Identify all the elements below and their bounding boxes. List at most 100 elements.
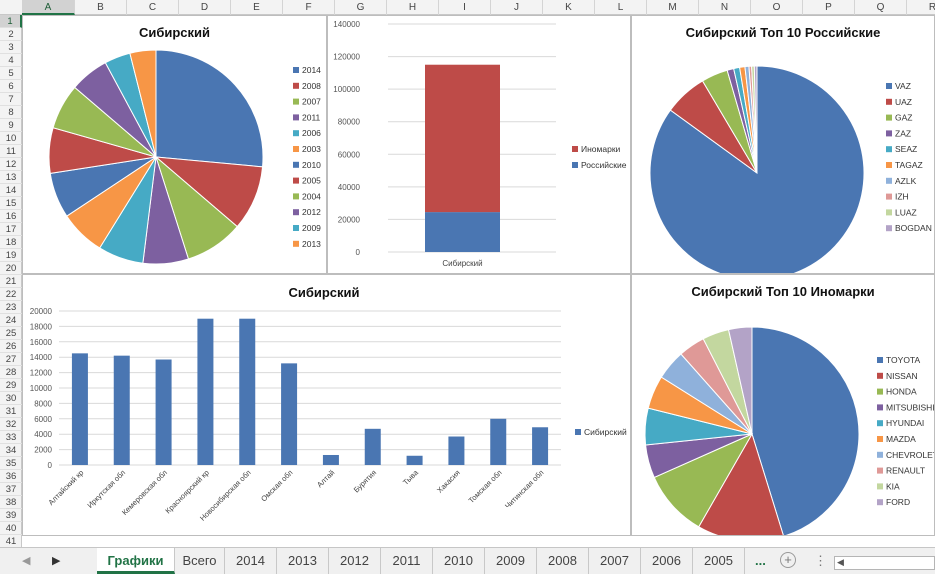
column-header-E[interactable]: E bbox=[231, 0, 283, 15]
row-header-3[interactable]: 3 bbox=[0, 41, 22, 54]
chart-bar-regions[interactable]: Сибирский 0 2000 4000 6000 8000 10000 12000 1400… bbox=[22, 274, 631, 536]
column-header-N[interactable]: N bbox=[699, 0, 751, 15]
row-header-40[interactable]: 40 bbox=[0, 522, 22, 535]
row-header-38[interactable]: 38 bbox=[0, 496, 22, 509]
row-header-30[interactable]: 30 bbox=[0, 392, 22, 405]
column-header-Q[interactable]: Q bbox=[855, 0, 907, 15]
row-header-5[interactable]: 5 bbox=[0, 67, 22, 80]
column-header-L[interactable]: L bbox=[595, 0, 647, 15]
column-header-B[interactable]: B bbox=[75, 0, 127, 15]
row-header-37[interactable]: 37 bbox=[0, 483, 22, 496]
y-tick-label: 120000 bbox=[333, 53, 360, 62]
column-header-R[interactable]: R bbox=[907, 0, 935, 15]
pie-slice-VAZ bbox=[649, 65, 865, 273]
legend-swatch bbox=[877, 467, 883, 474]
row-header-7[interactable]: 7 bbox=[0, 93, 22, 106]
column-header-O[interactable]: O bbox=[751, 0, 803, 15]
row-header-15[interactable]: 15 bbox=[0, 197, 22, 210]
row-header-32[interactable]: 32 bbox=[0, 418, 22, 431]
sheet-tab-4[interactable]: 2012 bbox=[329, 548, 381, 574]
sheet-tab-11[interactable]: 2005 bbox=[693, 548, 745, 574]
row-header-6[interactable]: 6 bbox=[0, 80, 22, 93]
row-header-4[interactable]: 4 bbox=[0, 54, 22, 67]
more-options-icon[interactable]: ⋮ bbox=[814, 553, 827, 568]
legend-swatch bbox=[293, 177, 299, 184]
row-header-2[interactable]: 2 bbox=[0, 28, 22, 41]
column-header-D[interactable]: D bbox=[179, 0, 231, 15]
row-header-29[interactable]: 29 bbox=[0, 379, 22, 392]
row-header-17[interactable]: 17 bbox=[0, 223, 22, 236]
add-sheet-button[interactable]: + bbox=[780, 552, 796, 568]
sheet-tab-5[interactable]: 2011 bbox=[381, 548, 433, 574]
sheet-tab-9[interactable]: 2007 bbox=[589, 548, 641, 574]
row-header-16[interactable]: 16 bbox=[0, 210, 22, 223]
row-header-24[interactable]: 24 bbox=[0, 314, 22, 327]
row-header-23[interactable]: 23 bbox=[0, 301, 22, 314]
row-header-9[interactable]: 9 bbox=[0, 119, 22, 132]
chart-pie-years[interactable]: Сибирский 2014 2008 2007 2011 2006 2003 2010 200… bbox=[22, 15, 327, 274]
row-header-10[interactable]: 10 bbox=[0, 132, 22, 145]
row-header-11[interactable]: 11 bbox=[0, 145, 22, 158]
sheet-tab-7[interactable]: 2009 bbox=[485, 548, 537, 574]
column-header-C[interactable]: C bbox=[127, 0, 179, 15]
legend-swatch bbox=[293, 225, 299, 231]
legend-label: Сибирский bbox=[584, 427, 627, 437]
sheet-tab-8[interactable]: 2008 bbox=[537, 548, 589, 574]
row-header-39[interactable]: 39 bbox=[0, 509, 22, 522]
sheet-tab-6[interactable]: 2010 bbox=[433, 548, 485, 574]
row-header-20[interactable]: 20 bbox=[0, 262, 22, 275]
tab-scroll-left-icon[interactable]: ◀ bbox=[22, 555, 31, 567]
column-header-J[interactable]: J bbox=[491, 0, 543, 15]
row-header-26[interactable]: 26 bbox=[0, 340, 22, 353]
legend-label: 2006 bbox=[302, 128, 321, 138]
row-header-35[interactable]: 35 bbox=[0, 457, 22, 470]
chart-pie-foreign-top10[interactable]: Сибирский Топ 10 Иномарки TOYOTA NISSAN HON… bbox=[631, 274, 935, 536]
sheet-tab-10[interactable]: 2006 bbox=[641, 548, 693, 574]
row-header-14[interactable]: 14 bbox=[0, 184, 22, 197]
tab-scroll-right-icon[interactable]: ▶ bbox=[52, 555, 61, 567]
column-header-P[interactable]: P bbox=[803, 0, 855, 15]
sheet-tab-1[interactable]: Всего bbox=[175, 548, 225, 574]
column-header-K[interactable]: K bbox=[543, 0, 595, 15]
row-header-1[interactable]: 1 bbox=[0, 15, 22, 28]
row-header-13[interactable]: 13 bbox=[0, 171, 22, 184]
column-header-M[interactable]: M bbox=[647, 0, 699, 15]
row-header-8[interactable]: 8 bbox=[0, 106, 22, 119]
row-header-22[interactable]: 22 bbox=[0, 288, 22, 301]
chart-pie-russian-top10[interactable]: Сибирский Топ 10 Российские VAZ UAZ GAZ ZAZ S… bbox=[631, 15, 935, 274]
row-header-27[interactable]: 27 bbox=[0, 353, 22, 366]
legend-swatch bbox=[886, 83, 892, 89]
column-header-A[interactable]: A bbox=[22, 0, 75, 15]
more-tabs-button[interactable]: ... bbox=[755, 553, 766, 568]
legend-label: 2014 bbox=[302, 65, 321, 75]
legend-swatch bbox=[293, 98, 299, 105]
chart-stacked-bar[interactable]: 0 20000 40000 60000 80000 100000 120000 140000 С… bbox=[327, 15, 631, 274]
row-header-19[interactable]: 19 bbox=[0, 249, 22, 262]
row-header-21[interactable]: 21 bbox=[0, 275, 22, 288]
row-header-28[interactable]: 28 bbox=[0, 366, 22, 379]
row-header-34[interactable]: 34 bbox=[0, 444, 22, 457]
sheet-tab-3[interactable]: 2013 bbox=[277, 548, 329, 574]
row-header-12[interactable]: 12 bbox=[0, 158, 22, 171]
row-header-36[interactable]: 36 bbox=[0, 470, 22, 483]
worksheet-grid[interactable]: Сибирский 2014 2008 2007 2011 2006 2003 2010 200… bbox=[22, 15, 935, 547]
legend-swatch bbox=[877, 420, 883, 427]
row-header-25[interactable]: 25 bbox=[0, 327, 22, 340]
row-header-18[interactable]: 18 bbox=[0, 236, 22, 249]
sheet-tab-2[interactable]: 2014 bbox=[225, 548, 277, 574]
column-header-F[interactable]: F bbox=[283, 0, 335, 15]
scroll-left-icon[interactable]: ◀ bbox=[837, 557, 844, 567]
sheet-tab-0[interactable]: Графики bbox=[97, 548, 175, 574]
row-header-33[interactable]: 33 bbox=[0, 431, 22, 444]
y-tick-label: 6000 bbox=[34, 415, 52, 424]
y-tick-label: 18000 bbox=[30, 322, 53, 331]
column-header-H[interactable]: H bbox=[387, 0, 439, 15]
legend-swatch bbox=[293, 67, 299, 73]
horizontal-scrollbar[interactable]: ◀ bbox=[834, 556, 935, 570]
row-header-31[interactable]: 31 bbox=[0, 405, 22, 418]
column-header-G[interactable]: G bbox=[335, 0, 387, 15]
legend-label: KIA bbox=[886, 481, 900, 491]
column-header-I[interactable]: I bbox=[439, 0, 491, 15]
legend-swatch bbox=[293, 130, 299, 137]
